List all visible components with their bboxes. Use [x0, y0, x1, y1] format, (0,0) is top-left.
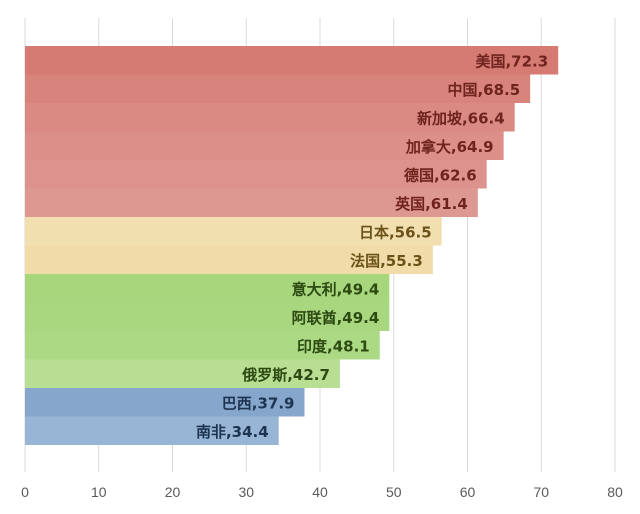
data-labels: 美国,72.3 中国,68.5 新加坡,66.4 加拿大,64.9 德国,62.6 英国,… — [196, 52, 548, 441]
bar-中国 — [25, 74, 531, 103]
data-label: 日本,56.5 — [359, 223, 432, 241]
bar-意大利 — [25, 274, 390, 303]
bar-新加坡 — [25, 103, 515, 132]
bar-法国 — [25, 245, 433, 274]
bar-加拿大 — [25, 131, 504, 160]
bar-美国 — [25, 46, 559, 75]
bars — [25, 46, 559, 445]
data-label: 英国,61.4 — [395, 195, 468, 213]
data-label: 意大利,49.4 — [292, 280, 380, 298]
bar-南非 — [25, 416, 279, 445]
bar-阿联酋 — [25, 302, 390, 331]
x-tick-label: 80 — [607, 484, 623, 500]
bar-印度 — [25, 331, 380, 360]
x-tick-label: 20 — [165, 484, 181, 500]
bar-日本 — [25, 217, 442, 246]
data-label: 阿联酋,49.4 — [292, 309, 380, 327]
x-tick-label: 40 — [312, 484, 328, 500]
bar-巴西 — [25, 388, 305, 417]
data-label: 加拿大,64.9 — [405, 138, 494, 156]
bar-德国 — [25, 160, 487, 189]
x-axis-ticks: 0 10 20 30 40 50 60 70 80 — [21, 484, 623, 500]
data-label: 美国,72.3 — [475, 52, 548, 70]
data-label: 俄罗斯,42.7 — [241, 366, 330, 384]
data-label: 巴西,37.9 — [222, 394, 295, 412]
data-label: 南非,34.4 — [196, 423, 269, 441]
data-label: 新加坡,66.4 — [417, 109, 505, 127]
data-label: 德国,62.6 — [404, 166, 477, 184]
x-tick-label: 30 — [238, 484, 254, 500]
bar-俄罗斯 — [25, 359, 340, 388]
data-label: 法国,55.3 — [350, 252, 423, 270]
x-tick-label: 0 — [21, 484, 29, 500]
x-tick-label: 60 — [460, 484, 476, 500]
data-label: 印度,48.1 — [297, 337, 370, 355]
bar-英国 — [25, 188, 478, 217]
data-label: 中国,68.5 — [447, 81, 520, 99]
x-tick-label: 70 — [533, 484, 549, 500]
x-tick-label: 50 — [386, 484, 402, 500]
x-tick-label: 10 — [91, 484, 107, 500]
